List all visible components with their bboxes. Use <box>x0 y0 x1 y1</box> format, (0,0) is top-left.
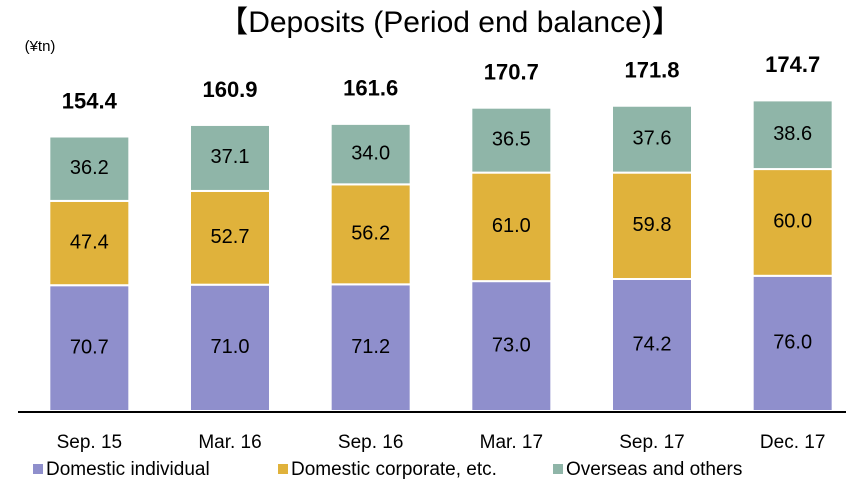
data-label: 47.4 <box>70 231 109 253</box>
x-tick-label: Sep. 16 <box>338 432 404 453</box>
total-label: 174.7 <box>765 52 820 77</box>
data-label: 37.1 <box>211 146 250 168</box>
data-label: 36.2 <box>70 157 109 179</box>
total-label: 160.9 <box>202 77 257 102</box>
bar-segment <box>48 284 131 412</box>
x-tick-label: Dec. 17 <box>760 432 825 453</box>
bar-segment <box>189 283 271 412</box>
data-label: 60.0 <box>773 211 812 233</box>
total-label: 161.6 <box>343 76 398 101</box>
bar-segment <box>48 199 131 287</box>
bar-segment <box>751 274 834 412</box>
legend-label: Domestic individual <box>46 459 210 480</box>
data-label: 73.0 <box>492 334 531 356</box>
chart-title: 【Deposits (Period end balance)】 <box>218 6 682 39</box>
bar-segment <box>470 106 553 174</box>
x-tick-label: Sep. 15 <box>57 432 123 453</box>
data-label: 74.2 <box>633 333 672 355</box>
data-label: 36.5 <box>492 128 531 150</box>
bar-segment <box>189 189 271 286</box>
x-tick-label: Mar. 17 <box>480 432 543 453</box>
data-label: 56.2 <box>351 223 390 245</box>
legend-swatch <box>553 464 563 474</box>
bar-segment <box>751 99 834 171</box>
legend-label: Domestic corporate, etc. <box>291 459 497 480</box>
bar-segment <box>470 171 553 283</box>
bar-segment <box>48 135 131 202</box>
data-label: 59.8 <box>633 214 672 236</box>
data-label: 38.6 <box>773 123 812 145</box>
data-label: 34.0 <box>351 142 390 164</box>
bar-segment <box>189 123 271 192</box>
x-tick-label: Mar. 16 <box>198 432 261 453</box>
bar-segment <box>751 168 834 277</box>
data-label: 37.6 <box>633 127 672 149</box>
unit-label: (¥tn) <box>25 38 56 55</box>
bar-segment <box>611 104 693 174</box>
total-label: 170.7 <box>484 60 539 85</box>
total-label: 171.8 <box>624 58 679 83</box>
bar-segment <box>329 183 412 286</box>
bar-segment <box>470 280 553 412</box>
bar-segment <box>329 122 412 186</box>
data-label: 71.2 <box>351 336 390 358</box>
data-label: 61.0 <box>492 215 531 237</box>
data-label: 71.0 <box>211 336 250 358</box>
legend-swatch <box>278 464 288 474</box>
legend-swatch <box>33 464 43 474</box>
data-label: 76.0 <box>773 332 812 354</box>
x-tick-label: Sep. 17 <box>619 432 685 453</box>
data-label: 70.7 <box>70 336 109 358</box>
legend-label: Overseas and others <box>566 459 742 480</box>
data-label: 52.7 <box>211 226 250 248</box>
total-label: 154.4 <box>62 88 118 113</box>
